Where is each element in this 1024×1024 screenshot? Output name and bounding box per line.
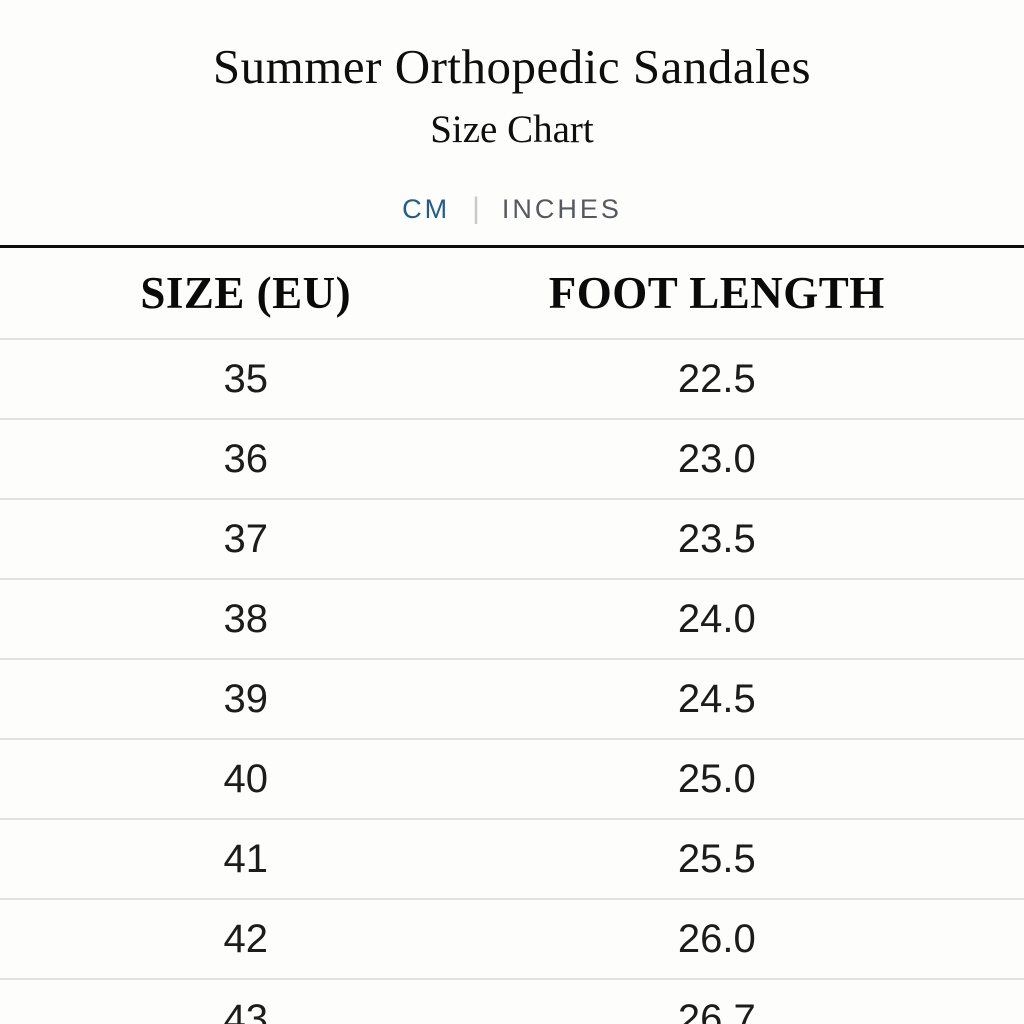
table-row: 42 26.0 xyxy=(0,898,1024,978)
page-subtitle: Size Chart xyxy=(430,108,594,152)
foot-length-cell: 23.5 xyxy=(677,516,756,561)
foot-length-cell: 26.0 xyxy=(677,916,756,961)
size-eu-cell: 41 xyxy=(223,836,269,881)
table-top-rule xyxy=(0,245,1024,249)
foot-length-cell: 23.0 xyxy=(677,436,756,481)
size-table: SIZE (EU) FOOT LENGTH 35 22.5 36 23.0 37 23.5… xyxy=(0,248,1024,1024)
size-table-header: SIZE (EU) FOOT LENGTH xyxy=(0,248,1024,338)
table-row: 35 22.5 xyxy=(0,338,1024,418)
size-eu-cell: 40 xyxy=(223,756,269,801)
table-row: 37 23.5 xyxy=(0,498,1024,578)
size-eu-cell: 39 xyxy=(223,676,269,721)
size-eu-cell: 42 xyxy=(223,916,269,961)
foot-length-cell: 26.7 xyxy=(677,996,756,1024)
unit-toggle: CM | INCHES xyxy=(0,194,1024,224)
foot-length-cell: 22.5 xyxy=(677,356,756,401)
table-row: 40 25.0 xyxy=(0,738,1024,818)
size-eu-cell: 36 xyxy=(223,436,269,481)
unit-option-inches[interactable]: INCHES xyxy=(501,193,622,224)
column-header-foot-length: FOOT LENGTH xyxy=(548,268,885,319)
foot-length-cell: 24.5 xyxy=(677,676,756,721)
table-row: 36 23.0 xyxy=(0,418,1024,498)
size-eu-cell: 37 xyxy=(223,516,269,561)
foot-length-cell: 24.0 xyxy=(677,596,756,641)
unit-option-cm[interactable]: CM xyxy=(402,193,451,224)
foot-length-cell: 25.0 xyxy=(677,756,756,801)
table-row: 41 25.5 xyxy=(0,818,1024,898)
toggle-divider: | xyxy=(472,192,480,226)
size-eu-cell: 43 xyxy=(223,996,269,1024)
table-row: 39 24.5 xyxy=(0,658,1024,738)
column-header-size-eu: SIZE (EU) xyxy=(140,268,352,319)
size-table-body: 35 22.5 36 23.0 37 23.5 38 24.0 39 24.5 40 25.0 41 25… xyxy=(0,338,1024,1024)
size-eu-cell: 38 xyxy=(223,596,269,641)
table-row: 38 24.0 xyxy=(0,578,1024,658)
foot-length-cell: 25.5 xyxy=(677,836,756,881)
size-eu-cell: 35 xyxy=(223,356,269,401)
page-title: Summer Orthopedic Sandales xyxy=(212,39,812,94)
table-row: 43 26.7 xyxy=(0,978,1024,1024)
